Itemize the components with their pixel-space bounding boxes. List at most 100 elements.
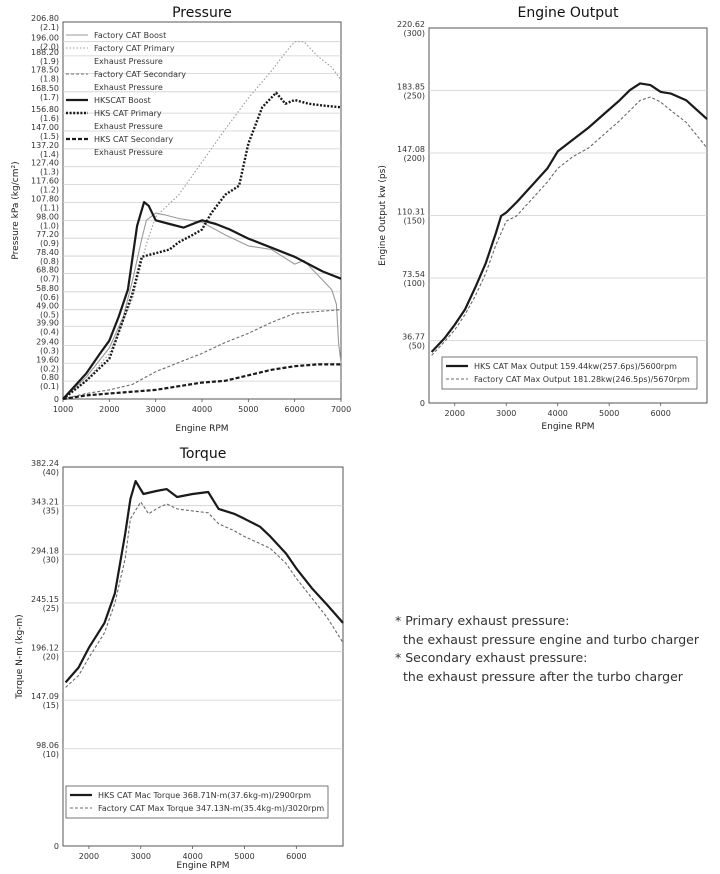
y-tick-label: 73.54 (402, 270, 425, 279)
y-tick-label: 98.00 (36, 212, 59, 221)
y-tick-sublabel: (40) (43, 468, 59, 477)
legend-label: HKS CAT Mac Torque 368.71N-m(37.6kg-m)/2… (98, 791, 311, 800)
x-tick-label: 3000 (145, 405, 165, 414)
y-tick-label: 77.20 (36, 230, 59, 239)
legend-label-line2: Exhaust Pressure (94, 83, 163, 92)
legend-label: Factory CAT Primary (94, 44, 175, 53)
x-axis-label: Engine RPM (541, 422, 594, 432)
chart-pressure: 206.80(2.1)196.00(2.0)188.20(1.9)178.50(… (11, 5, 351, 434)
x-tick-label: 4000 (192, 405, 212, 414)
y-tick-label: 220.62 (397, 20, 425, 29)
x-tick-label: 3000 (496, 409, 516, 418)
y-tick-label: 178.50 (31, 66, 59, 75)
y-tick-label: 343.21 (31, 498, 59, 507)
x-tick-label: 5000 (238, 405, 258, 414)
series-line-factory-cat-max-torque-347-13n (65, 501, 344, 688)
note-primary-desc: the exhaust pressure engine and turbo ch… (403, 631, 699, 647)
y-tick-label: 107.80 (31, 194, 59, 203)
x-axis-label: Engine RPM (175, 424, 228, 434)
legend-label: HKS CAT Primary (94, 109, 162, 118)
x-tick-label: 5000 (599, 409, 619, 418)
y-tick-label: 110.31 (397, 208, 425, 217)
legend-label: HKS CAT Max Output 159.44kw(257.6ps)/560… (474, 362, 677, 371)
chart-torque: 382.24(40) 343.21(35) 294.18(30) 245.15(25)… (15, 446, 344, 871)
y-tick-label: 147.08 (397, 145, 425, 154)
legend-box (441, 356, 698, 390)
y-tick-sublabel: (1.2) (40, 186, 59, 195)
y-tick-label: 0.80 (41, 373, 59, 382)
y-tick-sublabel: (35) (43, 507, 59, 516)
y-tick-sublabel: (1.6) (40, 114, 59, 123)
legend-label: Factory CAT Max Output 181.28kw(246.5ps)… (474, 375, 690, 384)
chart-output: 220.62(300) 183.85(250) 147.08(200) 110.31 (… (378, 5, 708, 432)
series-line-factory-cat-secondary (62, 309, 342, 400)
y-tick-sublabel: (1.1) (40, 203, 59, 212)
y-tick-label: 19.60 (36, 355, 59, 364)
y-tick-sublabel: (1.4) (40, 150, 59, 159)
y-tick-sublabel: (1.0) (40, 221, 59, 230)
y-tick-sublabel: (10) (43, 750, 59, 759)
y-tick-label: 117.60 (31, 177, 59, 186)
y-tick-sublabel: (0.4) (40, 327, 59, 336)
y-tick-sublabel: (0.2) (40, 364, 59, 373)
y-tick-sublabel: (1.3) (40, 168, 59, 177)
y-axis-label: Engine Output kw (ps) (378, 165, 388, 266)
y-tick-sublabel: (100) (403, 279, 425, 288)
y-tick-label: 183.85 (397, 83, 425, 92)
x-tick-label: 2000 (99, 405, 119, 414)
x-tick-label: 4000 (182, 852, 202, 861)
y-tick-sublabel: (300) (403, 29, 425, 38)
y-tick-label: 0 (54, 395, 59, 404)
y-tick-sublabel: (200) (403, 154, 425, 163)
y-tick-label: 382.24 (31, 459, 59, 468)
y-tick-label: 196.12 (31, 644, 59, 653)
y-tick-sublabel: (2.1) (40, 23, 59, 32)
y-tick-label: 196.00 (31, 34, 59, 43)
note-primary-title: * Primary exhaust pressure: (395, 613, 570, 628)
y-tick-label: 147.09 (31, 692, 59, 701)
x-tick-label: 4000 (548, 409, 568, 418)
x-axis-label: Engine RPM (176, 861, 229, 871)
y-axis-label: Torque N-m (kg-m) (15, 614, 25, 699)
y-tick-label: 98.06 (36, 741, 59, 750)
x-tick-label: 2000 (445, 409, 465, 418)
y-tick-sublabel: (50) (409, 342, 425, 351)
y-tick-label: 78.40 (36, 248, 59, 257)
y-tick-sublabel: (0.3) (40, 346, 59, 355)
y-tick-sublabel: (0.8) (40, 257, 59, 266)
legend-label: HKS CAT Secondary (94, 135, 173, 144)
y-tick-sublabel: (1.9) (40, 57, 59, 66)
y-tick-label: 49.00 (36, 302, 59, 311)
y-tick-label: 58.80 (36, 284, 59, 293)
y-tick-label: 245.15 (31, 595, 59, 604)
chart-title: Pressure (172, 5, 232, 21)
y-tick-label: 188.20 (31, 48, 59, 57)
x-tick-label: 6000 (286, 852, 306, 861)
note-secondary-desc: the exhaust pressure after the turbo cha… (403, 668, 683, 684)
y-tick-sublabel: (0.9) (40, 239, 59, 248)
note-secondary-title: * Secondary exhaust pressure: (395, 650, 588, 665)
y-tick-label: 147.00 (31, 123, 59, 132)
legend-label-line2: Exhaust Pressure (94, 122, 163, 131)
x-tick-label: 6000 (650, 409, 670, 418)
y-tick-sublabel: (1.8) (40, 75, 59, 84)
x-tick-label: 1000 (53, 405, 73, 414)
y-tick-label: 29.40 (36, 337, 59, 346)
plot-frame (62, 466, 344, 847)
legend-label: Factory CAT Max Torque 347.13N-m(35.4kg-… (98, 804, 324, 813)
legend-label-line2: Exhaust Pressure (94, 148, 163, 157)
x-tick-label: 5000 (234, 852, 254, 861)
series-line-hks-cat-max-output-159-44kw-25 (430, 82, 708, 353)
y-tick-sublabel: (20) (43, 653, 59, 662)
y-tick-sublabel: (15) (43, 701, 59, 710)
y-tick-sublabel: (250) (403, 92, 425, 101)
legend-label: HKSCAT Boost (94, 96, 151, 105)
x-tick-label: 6000 (284, 405, 304, 414)
y-tick-sublabel: (0.6) (40, 293, 59, 302)
y-tick-label: 156.80 (31, 105, 59, 114)
y-tick-label: 0 (420, 399, 425, 408)
y-tick-label: 68.80 (36, 266, 59, 275)
y-tick-label: 206.80 (31, 14, 59, 23)
y-tick-label: 137.20 (31, 141, 59, 150)
